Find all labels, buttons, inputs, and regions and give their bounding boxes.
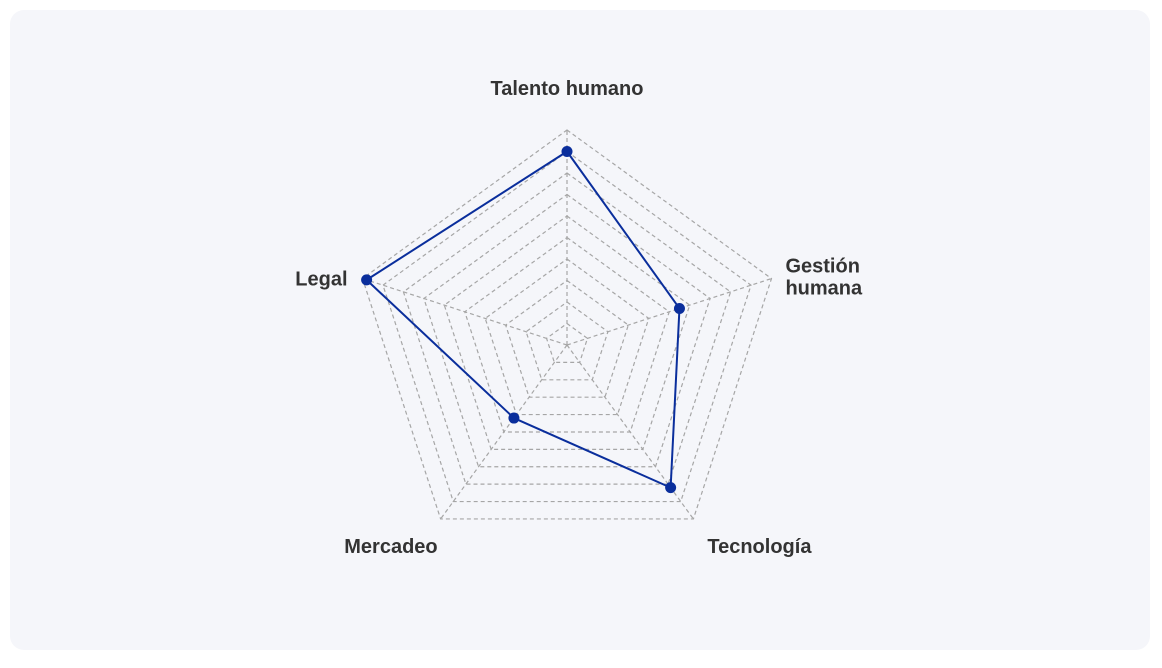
grid-ring — [423, 193, 711, 468]
grid-ring — [504, 279, 630, 398]
axis-label-0: Talento humano — [491, 78, 644, 100]
grid-spoke — [440, 344, 568, 520]
grid-ring — [382, 150, 752, 503]
data-point-4[interactable] — [361, 274, 373, 286]
series-line — [365, 150, 681, 489]
grid-ring — [525, 301, 609, 381]
grid-ring — [545, 322, 589, 363]
grid-ring — [464, 236, 670, 433]
grid-ring — [443, 215, 691, 450]
data-point-0[interactable] — [561, 146, 573, 157]
grid-ring — [361, 129, 773, 520]
radar-series — [361, 146, 685, 494]
grid-ring — [484, 258, 650, 416]
axis-label-3: Mercadeo — [344, 536, 437, 558]
grid-spoke — [566, 277, 772, 346]
chart-card — [10, 10, 1150, 650]
axis-label-4: Legal — [295, 269, 347, 291]
grid-spoke — [566, 344, 694, 520]
grid-ring — [402, 172, 732, 485]
data-point-1[interactable] — [673, 302, 685, 314]
axis-label-2: Tecnología — [707, 536, 812, 558]
grid-spoke — [362, 277, 568, 346]
data-point-3[interactable] — [508, 412, 520, 424]
axis-labels: Talento humano Gestión humana Tecnología Mer… — [295, 78, 863, 558]
axis-label-1: Gestión humana — [785, 256, 863, 300]
data-point-2[interactable] — [665, 482, 677, 494]
radar-grid — [361, 129, 773, 520]
